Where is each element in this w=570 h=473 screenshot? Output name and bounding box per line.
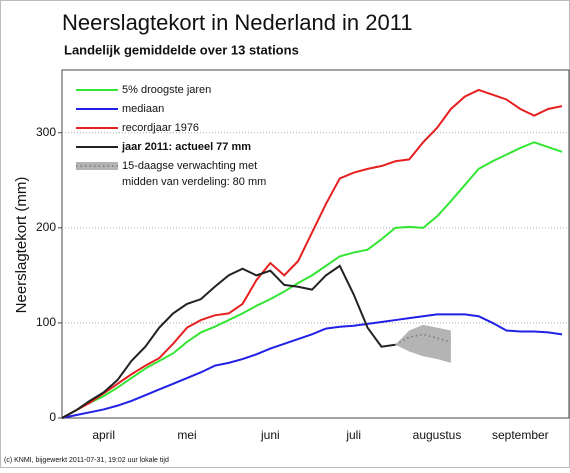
footer: (c) KNMI, bijgewerkt 2011-07-31, 19:02 u… (4, 457, 169, 464)
x-tick-label: augustus (413, 428, 462, 442)
legend-label: mediaan (122, 103, 164, 115)
series-line (61, 264, 396, 419)
series-line (61, 141, 563, 419)
legend-label: 15-daagse verwachting met (122, 160, 257, 172)
x-tick-label: september (492, 428, 549, 442)
x-tick-label: juni (260, 428, 280, 442)
y-tick-label: 100 (36, 315, 56, 329)
legend-label: 5% droogste jaren (122, 84, 211, 96)
legend-label: jaar 2011: actueel 77 mm (121, 141, 251, 153)
forecast-band (395, 324, 451, 363)
plot-frame (61, 69, 570, 419)
y-axis-label: Neerslagtekort (mm) (13, 177, 30, 314)
legend-label: recordjaar 1976 (122, 122, 199, 134)
x-tick-label: mei (177, 428, 196, 442)
legend-swatch (76, 162, 118, 170)
series-line (61, 313, 563, 419)
y-tick-label: 0 (49, 410, 56, 424)
x-tick-label: april (92, 428, 115, 442)
series-line (61, 88, 563, 419)
y-tick-label: 200 (36, 220, 56, 234)
x-tick-label: juli (345, 428, 361, 442)
chart-subtitle: Landelijk gemiddelde over 13 stations (64, 42, 299, 57)
legend-label: midden van verdeling: 80 mm (122, 176, 266, 188)
y-tick-label: 300 (36, 125, 56, 139)
chart-title: Neerslagtekort in Nederland in 2011 (62, 10, 413, 35)
